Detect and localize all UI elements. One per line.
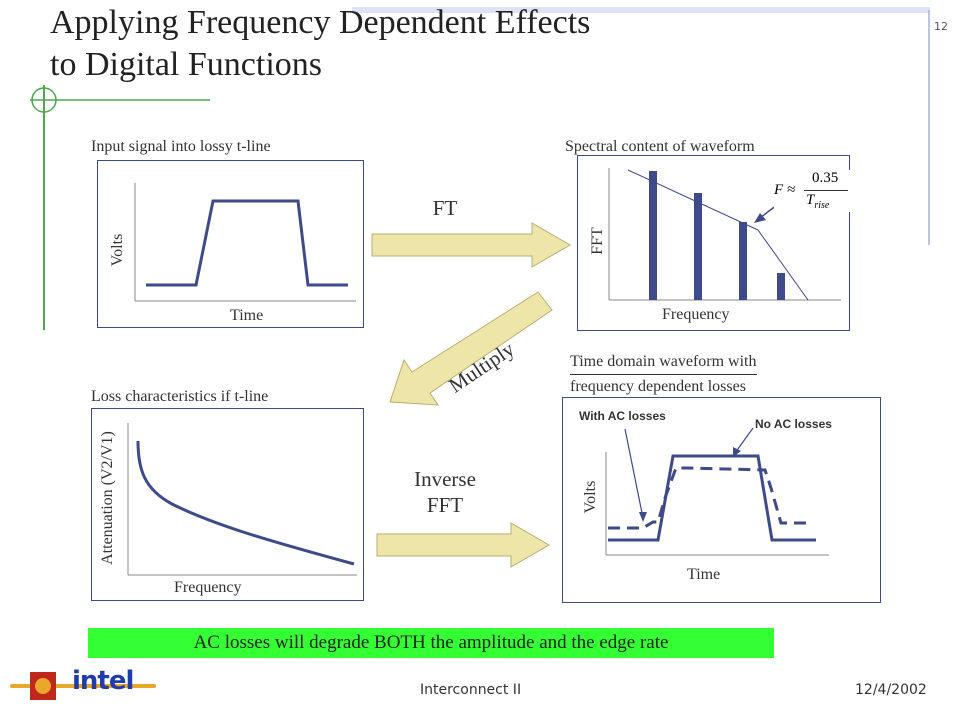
with-ac-losses-callout: With AC losses [579, 409, 666, 423]
inverse-fft-label: Inverse FFT [395, 466, 495, 518]
footer-date: 12/4/2002 [855, 682, 927, 698]
time-domain-caption: Time domain waveform with frequency depe… [570, 350, 757, 400]
title-line-1: Applying Frequency Dependent Effects [50, 4, 591, 41]
with-ac-losses-line [608, 466, 810, 530]
rise-time-formula: F ≈ 0.35 Trise [774, 170, 850, 212]
input-signal-panel: Volts Time [97, 160, 364, 328]
spectral-bar-2 [694, 193, 702, 300]
formula-denominator: Trise [806, 192, 829, 211]
no-ac-pointer-line [734, 427, 754, 454]
spectral-bar-3 [739, 222, 747, 300]
formula-denominator-t: T [806, 192, 815, 208]
with-ac-pointer-line [624, 428, 644, 519]
input-signal-plot [134, 183, 356, 302]
spectral-bar-1 [649, 171, 657, 300]
spectral-caption: Spectral content of waveform [565, 138, 755, 155]
ft-label: FT [432, 196, 458, 220]
inverse-fft-line-1: Inverse [414, 467, 476, 491]
loss-panel: Attenuation (V2/V1) Frequency [91, 408, 364, 601]
title-line-2: to Digital Functions [50, 46, 322, 83]
time-domain-panel: With AC losses No AC losses Volts Time [562, 397, 881, 603]
loss-plot [127, 423, 357, 576]
slide-title: Applying Frequency Dependent Effects to … [50, 2, 590, 86]
spectral-plot [608, 168, 841, 301]
intel-logo-text: intel [72, 666, 134, 696]
spectral-envelope [627, 169, 759, 231]
loss-caption: Loss characteristics if t-line [91, 388, 269, 405]
input-xlabel: Time [230, 307, 264, 324]
with-ac-pointer-head [639, 512, 647, 522]
no-ac-losses-callout: No AC losses [755, 417, 832, 431]
footer-title: Interconnect II [420, 682, 522, 698]
inverse-fft-line-2: FFT [426, 493, 464, 517]
ft-arrow [371, 222, 571, 268]
time-domain-xlabel: Time [687, 566, 721, 583]
formula-pointer-head [754, 213, 766, 223]
inverse-fft-arrow [376, 522, 550, 568]
loss-xlabel: Frequency [174, 579, 242, 596]
spectral-ylabel: FFT [589, 227, 606, 255]
spectral-bar-4 [777, 273, 785, 300]
formula-numerator: 0.35 [812, 170, 839, 186]
conclusion-banner: AC losses will degrade BOTH the amplitud… [88, 628, 774, 658]
intel-logo-graphic [10, 672, 156, 700]
time-domain-ylabel: Volts [582, 480, 599, 514]
loss-curve [136, 440, 355, 566]
formula-fraction-bar [804, 190, 848, 191]
spectral-panel: FFT Frequency F ≈ 0.35 Trise [577, 155, 850, 331]
formula-lhs: F ≈ [774, 182, 796, 198]
no-ac-pointer-head [733, 447, 741, 457]
formula-denominator-sub: rise [814, 200, 830, 211]
input-signal-caption: Input signal into lossy t-line [91, 138, 271, 155]
input-pulse-line [146, 199, 348, 287]
input-ylabel: Volts [109, 233, 126, 267]
time-domain-caption-line-1: Time domain waveform with [570, 350, 757, 375]
time-domain-plot [605, 427, 829, 556]
multiply-arrow [389, 291, 553, 406]
spectral-rolloff [757, 229, 809, 301]
intel-logo: intel [8, 666, 158, 714]
spectral-xlabel: Frequency [662, 306, 730, 323]
slide-number: 12 [934, 20, 948, 33]
loss-ylabel: Attenuation (V2/V1) [99, 431, 116, 565]
no-ac-losses-line [608, 454, 816, 542]
